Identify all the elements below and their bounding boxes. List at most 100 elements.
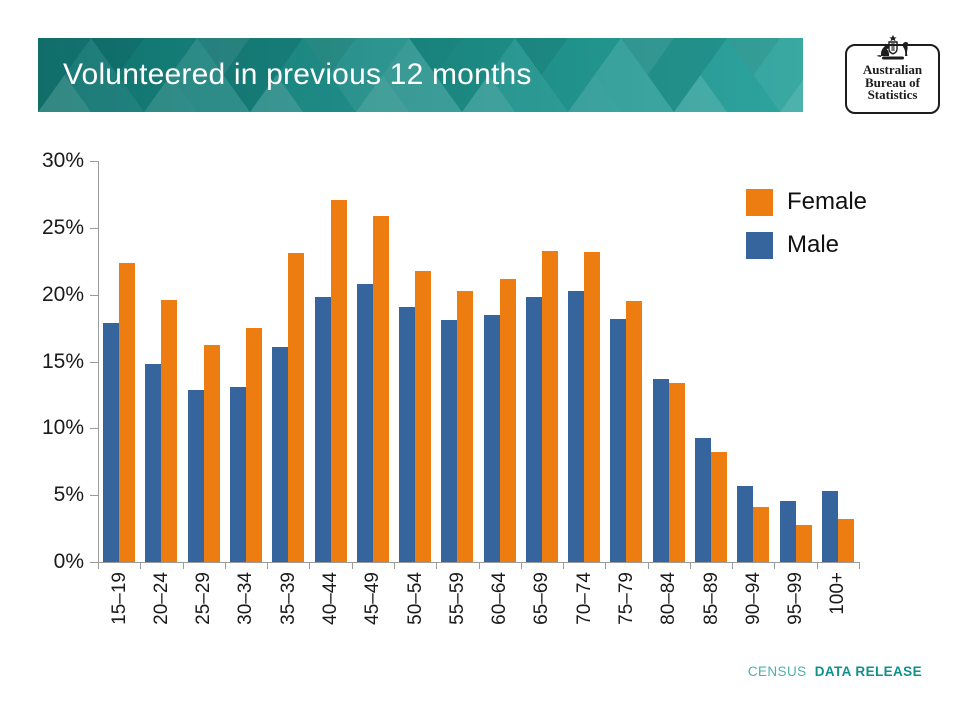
footer-release-label: DATA RELEASE — [814, 664, 922, 679]
banner-triangle — [91, 38, 197, 112]
x-tick-label: 30–34 — [235, 572, 257, 625]
banner-triangle — [303, 38, 356, 75]
x-tick-label: 100+ — [827, 572, 849, 615]
x-tick — [774, 562, 776, 569]
banner-triangle — [409, 38, 515, 112]
bar-female-60–64 — [499, 279, 516, 562]
bar-female-55–59 — [457, 291, 474, 562]
banner-triangle — [38, 75, 91, 112]
banner-triangle — [515, 38, 621, 112]
banner-triangle — [38, 38, 144, 112]
x-tick — [478, 562, 480, 569]
banner-triangle — [621, 38, 727, 112]
x-tick-label: 80–84 — [658, 572, 680, 625]
bar-male-25–29 — [187, 390, 204, 562]
x-tick-label: 15–19 — [108, 572, 130, 625]
bar-female-100+ — [837, 519, 854, 562]
bar-female-45–49 — [372, 216, 389, 562]
y-tick — [90, 361, 98, 363]
bar-male-80–84 — [652, 379, 669, 562]
bar-female-90–94 — [753, 507, 770, 562]
abs-logo: Australian Bureau of Statistics — [845, 35, 940, 114]
banner-triangle — [356, 75, 409, 112]
x-tick-label: 95–99 — [785, 572, 807, 625]
banner-triangle — [780, 79, 803, 112]
x-tick-label: 25–29 — [193, 572, 215, 625]
legend-item-female: Female — [746, 188, 867, 216]
y-tick — [90, 227, 98, 229]
x-tick-label: 70–74 — [573, 572, 595, 625]
bar-male-100+ — [821, 491, 838, 562]
x-tick-label: 40–44 — [320, 572, 342, 625]
bar-female-20–24 — [161, 300, 178, 562]
bar-female-40–44 — [330, 200, 347, 562]
abs-crest-icon — [876, 35, 908, 60]
x-tick — [605, 562, 607, 569]
x-tick — [98, 562, 99, 569]
legend-swatch-male — [746, 231, 773, 259]
x-tick — [309, 562, 311, 569]
x-tick — [224, 562, 226, 569]
bar-female-70–74 — [584, 252, 601, 562]
x-tick — [689, 562, 691, 569]
banner-triangle — [462, 38, 568, 112]
banner-triangle — [674, 75, 727, 112]
bar-female-50–54 — [415, 271, 432, 562]
page-title: Volunteered in previous 12 months — [63, 58, 532, 91]
banner-triangle — [780, 79, 803, 112]
bar-male-50–54 — [399, 307, 416, 562]
x-tick-label: 85–89 — [700, 572, 722, 625]
y-tick-label: 20% — [41, 282, 84, 306]
bar-female-95–99 — [795, 525, 812, 562]
bar-female-65–69 — [541, 251, 558, 562]
bar-male-85–89 — [695, 438, 712, 562]
title-banner: Volunteered in previous 12 months — [38, 38, 803, 112]
y-tick — [90, 428, 98, 430]
x-tick — [732, 562, 734, 569]
y-tick-label: 30% — [41, 149, 84, 172]
x-tick-label: 55–59 — [446, 572, 468, 625]
abs-logo-line: Bureau of — [864, 74, 920, 90]
y-tick-label: 5% — [53, 483, 84, 507]
x-tick — [393, 562, 395, 569]
bar-male-65–69 — [525, 297, 542, 562]
bar-male-60–64 — [483, 315, 500, 562]
bar-male-20–24 — [145, 364, 162, 562]
bar-male-40–44 — [314, 297, 331, 562]
footer-census-label: CENSUS — [747, 664, 807, 679]
y-tick — [90, 294, 98, 296]
bar-male-70–74 — [568, 291, 585, 562]
y-tick-label: 25% — [41, 215, 84, 239]
bar-male-30–34 — [229, 387, 246, 562]
banner-triangle — [197, 38, 303, 112]
y-tick-label: 10% — [41, 416, 84, 440]
banner-triangle — [727, 38, 803, 112]
bar-female-30–34 — [245, 328, 262, 562]
bar-female-35–39 — [288, 253, 305, 562]
x-tick — [351, 562, 353, 569]
x-tick-label: 20–24 — [150, 572, 172, 625]
x-tick-label: 90–94 — [742, 572, 764, 625]
bar-male-15–19 — [103, 323, 120, 562]
x-tick — [563, 562, 565, 569]
bar-female-75–79 — [626, 301, 643, 562]
census-data-release-brand: CENSUS DATA RELEASE — [748, 664, 922, 679]
bar-female-85–89 — [711, 452, 728, 562]
banner-triangle — [515, 38, 568, 75]
banner-triangle — [462, 75, 515, 112]
x-tick-label: 60–64 — [489, 572, 511, 625]
bar-female-15–19 — [119, 263, 136, 562]
x-tick-label: 50–54 — [404, 572, 426, 625]
banner-triangle — [568, 38, 674, 112]
bar-male-45–49 — [356, 284, 373, 562]
x-tick-label: 75–79 — [615, 572, 637, 625]
x-tick-label: 35–39 — [277, 572, 299, 625]
banner-triangle — [621, 38, 674, 75]
x-tick — [140, 562, 142, 569]
legend-label: Male — [787, 231, 840, 258]
y-tick-label: 15% — [41, 349, 84, 373]
x-tick — [436, 562, 438, 569]
abs-logo-text: Australian Bureau of Statistics — [863, 63, 922, 102]
y-axis-line — [98, 161, 99, 563]
